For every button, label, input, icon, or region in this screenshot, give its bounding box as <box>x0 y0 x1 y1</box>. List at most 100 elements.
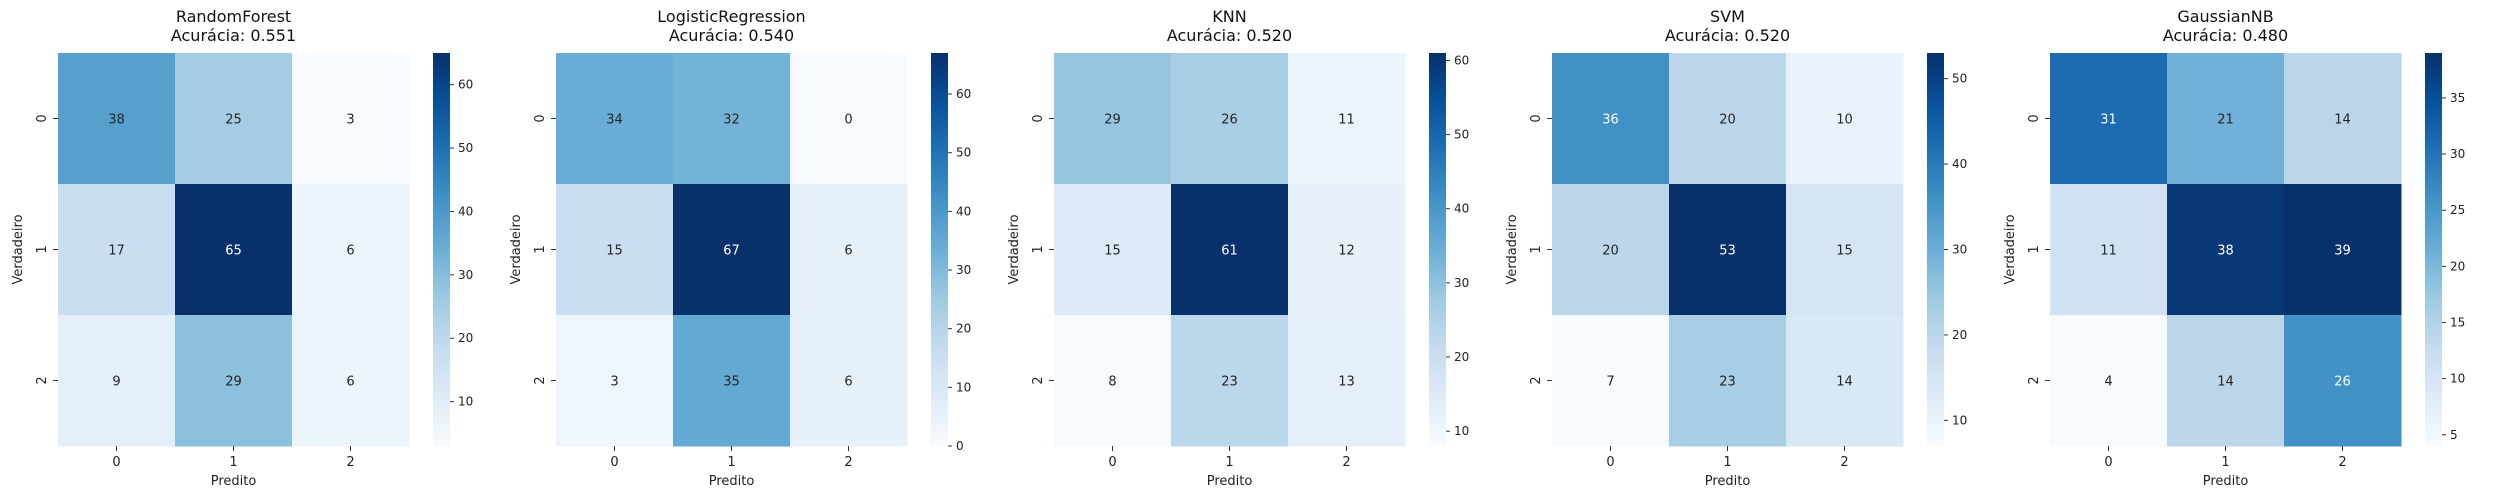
x-axis-label: Predito <box>1207 474 1253 489</box>
colorbar-tick-label: 50 <box>956 146 971 160</box>
cell-value-label: 32 <box>723 113 740 128</box>
heatmap-cell <box>1552 53 1670 185</box>
heatmap-cell <box>2050 184 2168 316</box>
heatmap-cell <box>673 53 791 185</box>
x-tick-label: 0 <box>2104 455 2112 470</box>
colorbar <box>1429 53 1446 446</box>
chart-title: RandomForest <box>176 7 291 26</box>
cell-value-label: 29 <box>225 375 242 390</box>
colorbar-tick-label: 5 <box>2450 428 2458 442</box>
colorbar-tick-label: 20 <box>1952 328 1967 342</box>
colorbar-tick-label: 30 <box>1454 276 1469 290</box>
x-tick-label: 2 <box>2338 455 2346 470</box>
cell-value-label: 67 <box>723 244 740 259</box>
cell-value-label: 11 <box>1338 113 1355 128</box>
cell-value-label: 20 <box>1719 113 1736 128</box>
colorbar <box>433 53 450 446</box>
chart-subtitle: Acurácia: 0.540 <box>669 26 794 45</box>
colorbar-tick-label: 10 <box>2450 372 2465 386</box>
heatmap-cell <box>292 53 410 185</box>
heatmap-cell <box>556 184 674 316</box>
colorbar-tick-label: 40 <box>1952 157 1967 171</box>
y-axis-label: Verdadeiro <box>11 214 26 284</box>
heatmap-cell <box>1171 184 1289 316</box>
cell-value-label: 20 <box>1602 244 1619 259</box>
chart-title: SVM <box>1710 7 1745 26</box>
chart-subtitle: Acurácia: 0.551 <box>171 26 296 45</box>
cell-value-label: 38 <box>2217 244 2234 259</box>
cell-value-label: 3 <box>610 375 618 390</box>
y-tick-label: 2 <box>533 376 548 384</box>
heatmap-cell <box>2167 53 2285 185</box>
chart-subtitle: Acurácia: 0.480 <box>2163 26 2288 45</box>
y-tick-label: 1 <box>1529 245 1544 253</box>
colorbar <box>931 53 948 446</box>
cell-value-label: 6 <box>346 375 354 390</box>
y-tick-label: 0 <box>533 114 548 122</box>
cell-value-label: 26 <box>2334 375 2351 390</box>
colorbar-tick-label: 35 <box>2450 91 2465 105</box>
heatmap-cell <box>175 53 293 185</box>
cell-value-label: 23 <box>1221 375 1238 390</box>
cell-value-label: 65 <box>225 244 242 259</box>
heatmap-cell <box>1288 184 1406 316</box>
cell-value-label: 12 <box>1338 244 1355 259</box>
heatmap-cell <box>673 184 791 316</box>
heatmap-cell <box>2167 184 2285 316</box>
cell-value-label: 6 <box>346 244 354 259</box>
x-tick-label: 0 <box>1108 455 1116 470</box>
colorbar-tick-label: 40 <box>956 204 971 218</box>
y-tick-label: 2 <box>1031 376 1046 384</box>
heatmap-cell <box>1552 315 1670 447</box>
x-axis-label: Predito <box>211 474 257 489</box>
colorbar-tick-label: 30 <box>956 263 971 277</box>
colorbar-tick-label: 50 <box>1952 72 1967 86</box>
heatmap-cell <box>2050 53 2168 185</box>
heatmap-cell <box>2284 184 2402 316</box>
x-tick-label: 1 <box>2221 455 2229 470</box>
colorbar-tick-label: 10 <box>1952 413 1967 427</box>
colorbar-tick-label: 10 <box>1454 424 1469 438</box>
colorbar-tick-label: 25 <box>2450 203 2465 217</box>
colorbar-tick-label: 30 <box>458 268 473 282</box>
x-tick-label: 1 <box>1723 455 1731 470</box>
x-tick-label: 1 <box>229 455 237 470</box>
x-tick-label: 2 <box>346 455 354 470</box>
heatmap-cell <box>58 315 176 447</box>
cell-value-label: 21 <box>2217 113 2234 128</box>
heatmap-cell <box>292 184 410 316</box>
cell-value-label: 8 <box>1108 375 1116 390</box>
y-tick-label: 1 <box>1031 245 1046 253</box>
y-tick-label: 2 <box>1529 376 1544 384</box>
x-tick-label: 1 <box>727 455 735 470</box>
x-tick-label: 2 <box>844 455 852 470</box>
cell-value-label: 4 <box>2104 375 2112 390</box>
cell-value-label: 39 <box>2334 244 2351 259</box>
colorbar-tick-label: 60 <box>956 87 971 101</box>
heatmap-cell <box>790 53 908 185</box>
heatmap-cell <box>1786 53 1904 185</box>
cell-value-label: 26 <box>1221 113 1238 128</box>
cell-value-label: 11 <box>2100 244 2117 259</box>
x-tick-label: 1 <box>1225 455 1233 470</box>
heatmap-cell <box>1669 53 1787 185</box>
cell-value-label: 15 <box>606 244 623 259</box>
cell-value-label: 35 <box>723 375 740 390</box>
y-tick-label: 1 <box>35 245 50 253</box>
heatmap-cell <box>1552 184 1670 316</box>
colorbar-tick-label: 20 <box>458 331 473 345</box>
colorbar-tick-label: 40 <box>1454 202 1469 216</box>
heatmap-cell <box>1054 53 1172 185</box>
cell-value-label: 10 <box>1836 113 1853 128</box>
x-tick-label: 2 <box>1840 455 1848 470</box>
cell-value-label: 13 <box>1338 375 1355 390</box>
y-axis-label: Verdadeiro <box>2003 214 2018 284</box>
heatmap-cell <box>556 315 674 447</box>
heatmap-cell <box>1669 184 1787 316</box>
y-tick-label: 0 <box>35 114 50 122</box>
cell-value-label: 29 <box>1104 113 1121 128</box>
colorbar-tick-label: 60 <box>1454 53 1469 67</box>
chart-subtitle: Acurácia: 0.520 <box>1665 26 1790 45</box>
